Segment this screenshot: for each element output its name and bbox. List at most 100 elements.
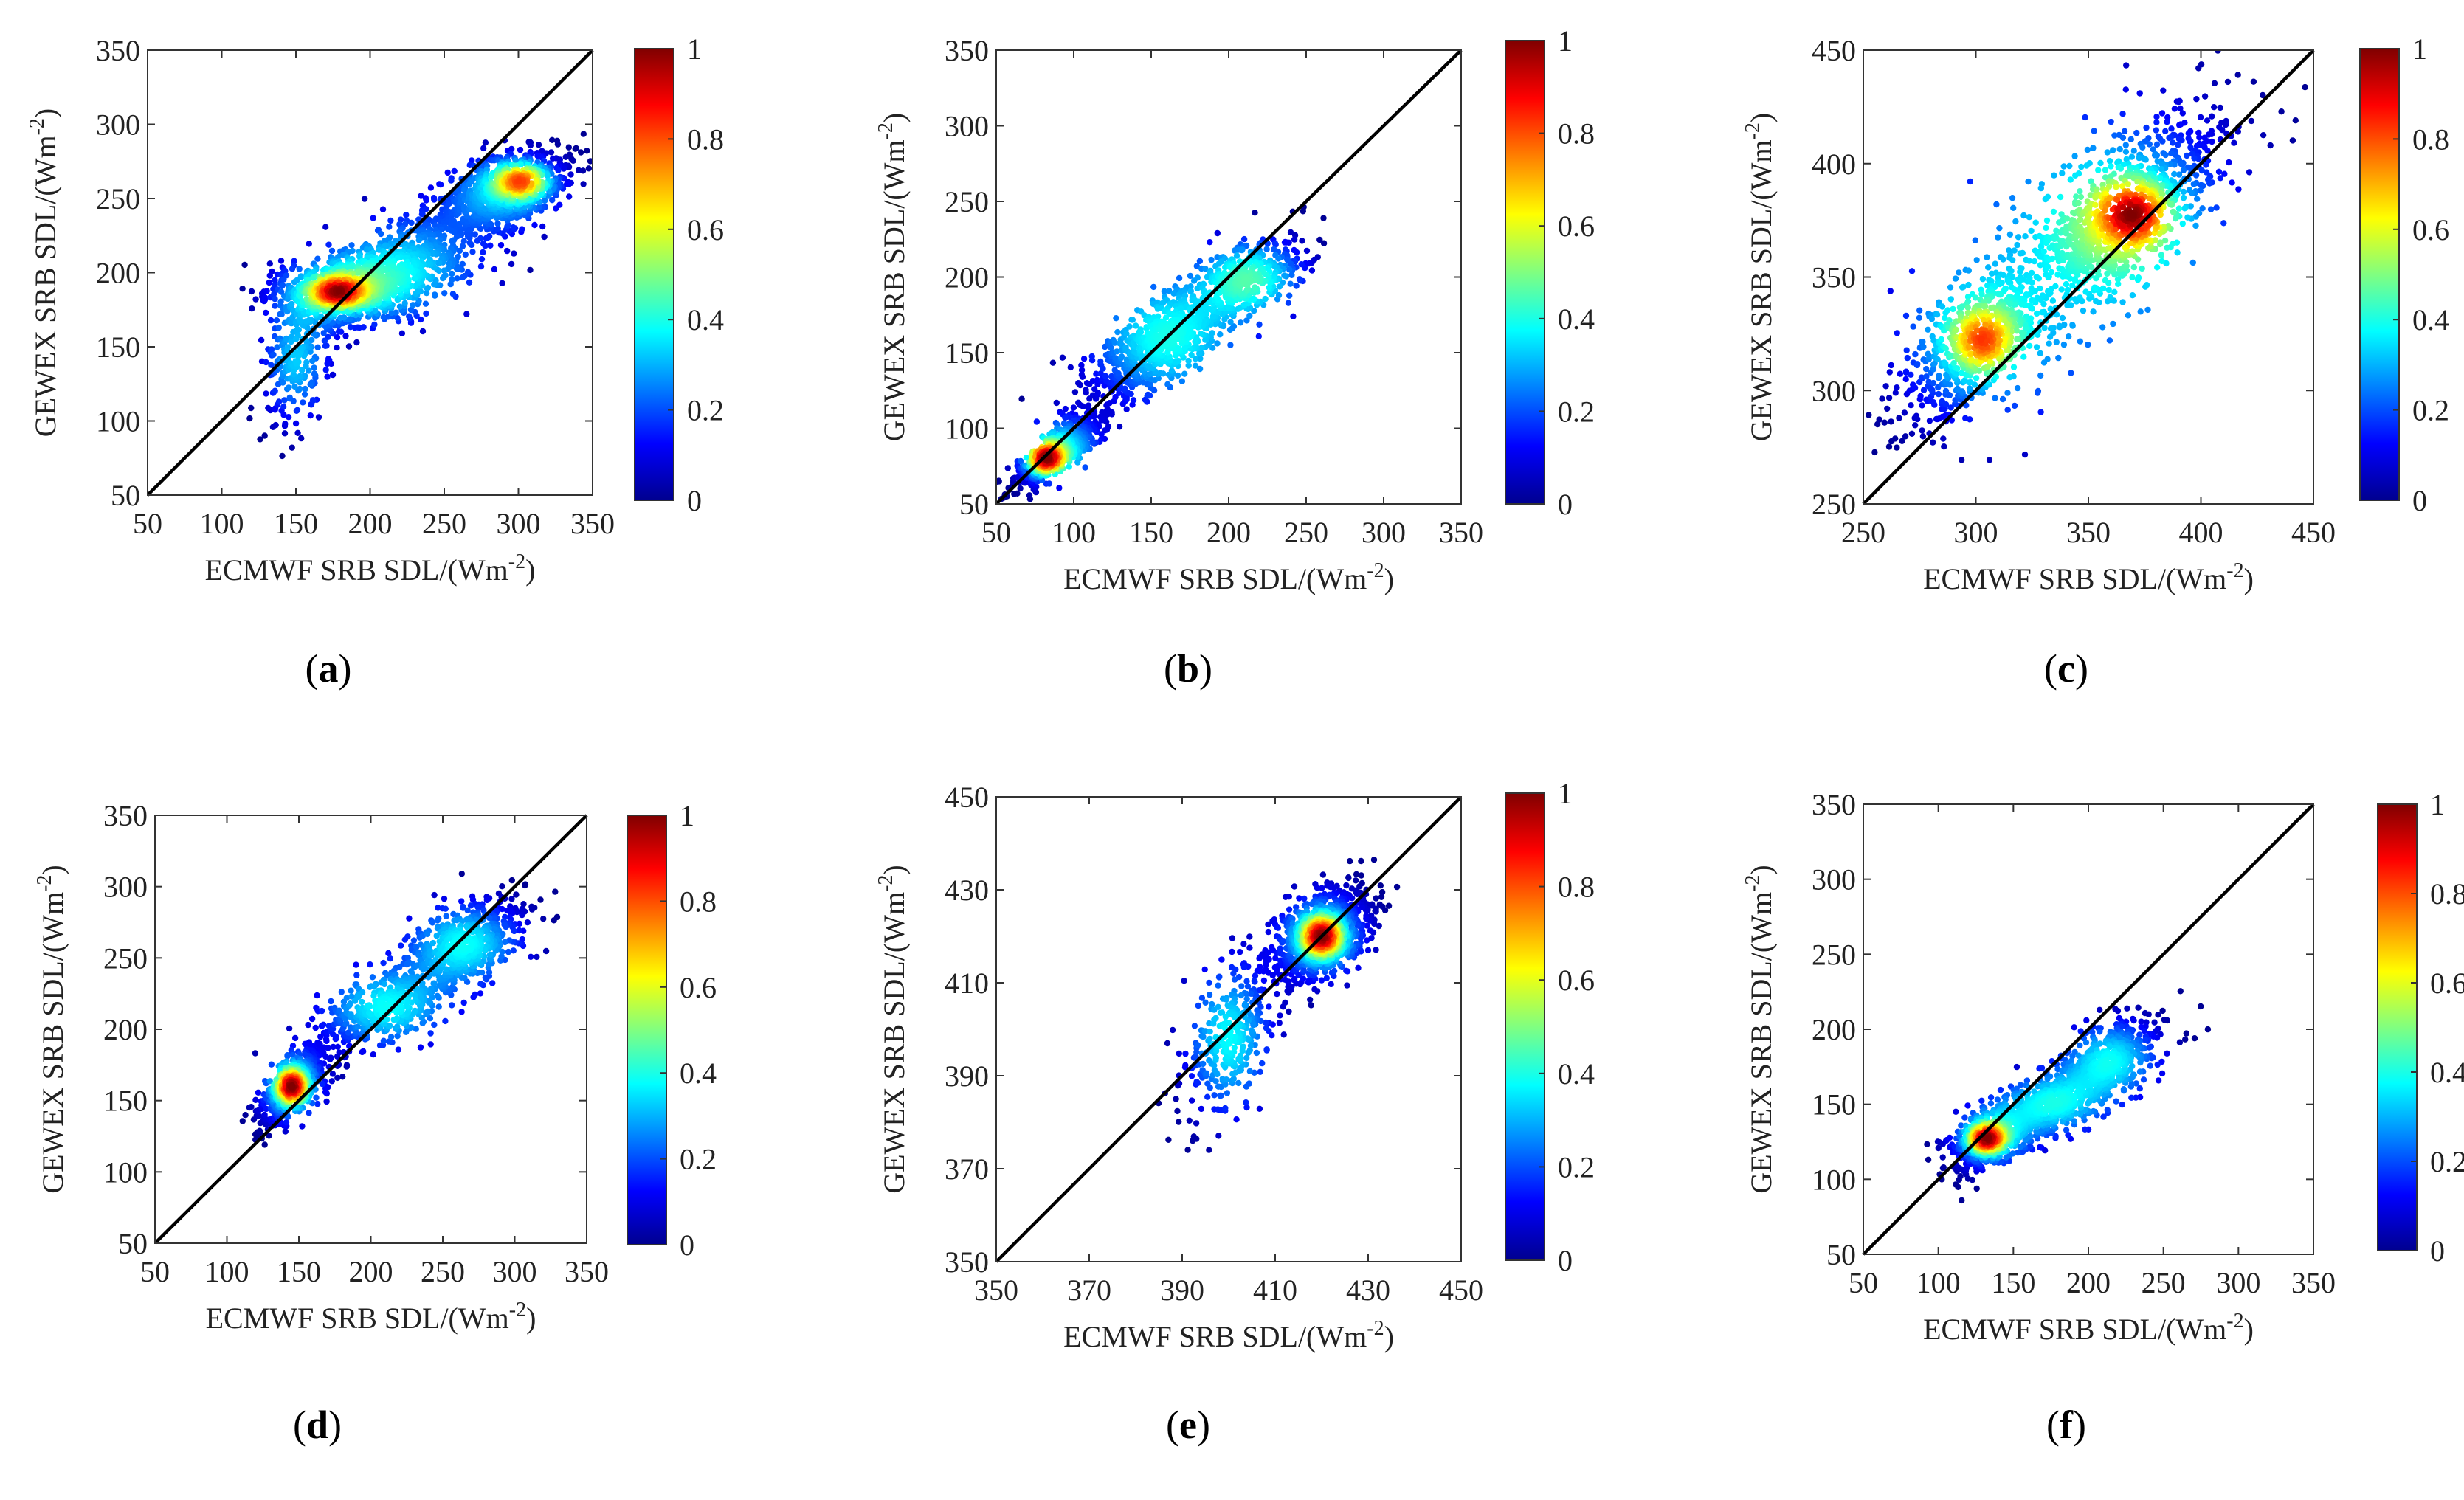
scatter-point (1912, 422, 1919, 429)
scatter-point (2246, 169, 2253, 176)
scatter-point (560, 165, 567, 172)
scatter-point (570, 157, 576, 164)
scatter-point (1260, 269, 1267, 276)
colorbar-tick-label: 0.8 (687, 122, 724, 156)
scatter-point (1196, 258, 1204, 265)
scatter-point (1886, 369, 1893, 376)
scatter-point (578, 149, 584, 156)
x-tick-label: 200 (348, 507, 393, 540)
y-tick-label: 350 (945, 34, 989, 67)
scatter-point (299, 367, 306, 373)
scatter-point (272, 295, 278, 303)
scatter-point (1275, 291, 1283, 299)
scatter-point (295, 326, 302, 333)
scatter-point (1066, 463, 1072, 470)
scatter-point (1897, 548, 1903, 554)
scatter-point (298, 435, 305, 442)
scatter-point (572, 145, 579, 152)
scatter-point (1046, 480, 1053, 487)
scatter-point (469, 157, 475, 164)
scatter-point (2175, 136, 2182, 142)
scatter-point (432, 291, 438, 298)
scatter-point (278, 311, 285, 317)
scatter-point (2273, 32, 2279, 38)
scatter-point (297, 293, 304, 300)
scatter-point (1181, 345, 1188, 351)
scatter-point (510, 224, 517, 231)
x-tick-label: 50 (133, 507, 162, 540)
colorbar-b (1505, 40, 1545, 505)
scatter-point (549, 197, 556, 204)
scatter-point (515, 178, 522, 185)
scatter-point (494, 220, 501, 227)
scatter-point (2170, 139, 2176, 146)
scatter-point (1023, 455, 1030, 461)
scatter-point (1116, 424, 1123, 430)
scatter-point (2324, 99, 2330, 105)
scatter-point (1111, 339, 1118, 346)
x-axis-label-b: ECMWF SRB SDL/(Wm-2) (1063, 559, 1394, 595)
scatter-point (1053, 399, 1060, 407)
scatter-point (1972, 237, 1978, 243)
scatter-point (1263, 246, 1270, 252)
scatter-point (1130, 397, 1137, 404)
scatter-point (1198, 331, 1204, 337)
scatter-point (1252, 210, 1258, 216)
scatter-point (1959, 457, 1965, 463)
scatter-point (2153, 114, 2160, 120)
scatter-point (1088, 353, 1095, 360)
scatter-point (1158, 300, 1164, 307)
scatter-point (1187, 272, 1194, 280)
scatter-point (270, 351, 277, 358)
scatter-point (494, 225, 501, 232)
scatter-point (488, 173, 494, 181)
scatter-point (1078, 371, 1086, 379)
scatter-point (360, 324, 367, 331)
scatter-point (292, 358, 299, 364)
scatter-point (1126, 323, 1133, 330)
scatter-point (1272, 241, 1279, 248)
colorbar-tick-label: 0 (1558, 488, 1573, 521)
scatter-point (2273, 14, 2279, 20)
scatter-point (337, 314, 344, 321)
scatter-point (455, 253, 461, 260)
scatter-point (297, 385, 303, 393)
scatter-point (286, 384, 292, 391)
scatter-point (1056, 485, 1063, 491)
scatter-point (2361, 41, 2367, 46)
y-tick-label: 250 (96, 182, 140, 215)
scatter-point (1885, 443, 1893, 450)
scatter-point (2133, 129, 2140, 136)
y-tick-label: 100 (96, 405, 140, 438)
scatter-point (1170, 290, 1177, 297)
x-tick-label: 150 (1129, 516, 1173, 549)
scatter-point (1176, 274, 1183, 282)
scatter-point (1147, 381, 1153, 387)
scatter-point (285, 414, 292, 421)
scatter-point (2176, 122, 2183, 128)
one-to-one-line-a (146, 49, 594, 497)
scatter-point (1202, 266, 1209, 272)
scatter-point (1851, 459, 1857, 465)
scatter-point (1093, 370, 1100, 377)
scatter-point (1291, 236, 1298, 243)
scatter-point (306, 241, 312, 247)
scatter-point (1262, 295, 1269, 303)
scatter-point (1276, 283, 1283, 290)
scatter-point (396, 303, 404, 310)
scatter-point (348, 242, 355, 249)
scatter-point (347, 324, 354, 331)
scatter-point (2234, 72, 2241, 78)
scatter-point (463, 311, 470, 317)
scatter-point (1287, 229, 1294, 236)
scatter-point (2127, 136, 2134, 142)
scatter-point (311, 370, 318, 377)
scatter-point (248, 288, 255, 295)
scatter-point (562, 153, 569, 160)
scatter-point (1252, 284, 1258, 291)
scatter-point (388, 309, 395, 317)
scatter-point (266, 260, 273, 267)
scatter-point (397, 216, 404, 223)
scatter-point (1129, 317, 1136, 323)
scatter-point (504, 247, 511, 255)
